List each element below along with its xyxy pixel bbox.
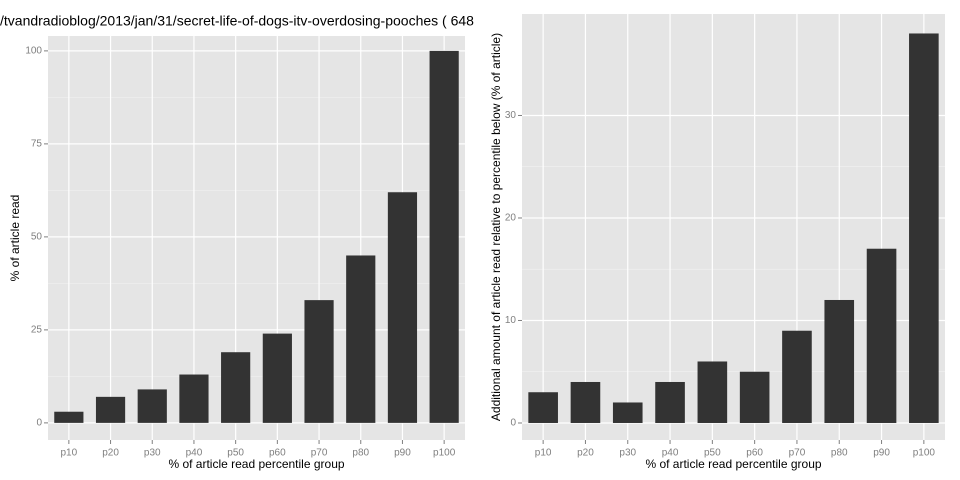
x-tick-label: p70 [789, 448, 806, 459]
bar [179, 374, 209, 423]
y-axis-title: % of article read [8, 195, 22, 282]
bar [137, 389, 167, 423]
y-tick-label: 50 [31, 232, 43, 243]
bar [346, 255, 376, 423]
x-tick-label: p10 [535, 448, 552, 459]
x-tick-label: p90 [394, 448, 411, 459]
x-tick-label: p30 [144, 448, 161, 459]
bar [95, 396, 126, 423]
chart: 0 10 20 30 p10 p20 p30 p40 p50 p60 p70 p80 p90 p100 % … [489, 14, 945, 471]
x-tick-label: p80 [352, 448, 369, 459]
x-tick-label: p80 [831, 448, 848, 459]
bar [528, 392, 558, 423]
bar [782, 330, 812, 423]
bar [429, 50, 459, 423]
bar [866, 248, 897, 423]
x-tick-label: p20 [102, 448, 119, 459]
x-tick-label: p100 [913, 448, 936, 459]
bar [221, 352, 251, 423]
x-tick-label: p60 [269, 448, 286, 459]
x-tick-label: p20 [577, 448, 594, 459]
bar [262, 333, 292, 423]
x-tick-label: p10 [61, 448, 78, 459]
bar [304, 300, 334, 423]
y-tick-label: 10 [505, 315, 517, 326]
x-tick-label: p30 [619, 448, 636, 459]
y-axis-title: Additional amount of article read relati… [489, 33, 503, 421]
x-tick-label: p50 [227, 448, 244, 459]
x-tick-label: p40 [662, 448, 679, 459]
bar [612, 402, 643, 423]
y-tick-label: 0 [510, 418, 516, 429]
bar [570, 381, 601, 423]
x-tick-label: p50 [704, 448, 721, 459]
y-tick-label: 0 [36, 418, 42, 429]
x-axis-title: % of article read percentile group [168, 457, 344, 471]
y-tick-label: 20 [505, 213, 517, 224]
y-tick-label: 25 [31, 325, 43, 336]
y-tick-label: 75 [31, 139, 43, 150]
y-tick-label: 30 [505, 110, 517, 121]
x-tick-label: p70 [311, 448, 328, 459]
y-tick-label: 100 [25, 46, 42, 57]
bar [739, 371, 770, 423]
bar [54, 411, 84, 423]
x-tick-label: p40 [186, 448, 203, 459]
x-tick-label: p100 [433, 448, 456, 459]
bar [655, 381, 685, 423]
x-axis-title: % of article read percentile group [645, 457, 821, 471]
bar [909, 33, 939, 423]
chart-title: /tvandradioblog/2013/jan/31/secret-life-… [0, 13, 474, 29]
x-tick-label: p60 [746, 448, 763, 459]
x-tick-label: p90 [873, 448, 890, 459]
bar [697, 361, 728, 423]
bar [387, 192, 418, 423]
bar [824, 299, 855, 423]
chart: 0 25 50 75 100 p10 p20 p30 p40 p50 p60 p70 p80 p90 p10… [0, 13, 474, 471]
